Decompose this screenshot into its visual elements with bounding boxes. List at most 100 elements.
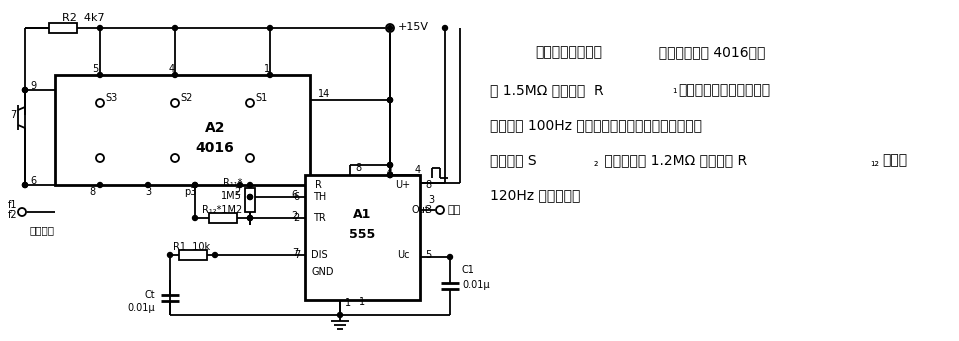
Text: ₂: ₂: [594, 158, 598, 168]
Circle shape: [246, 99, 254, 107]
Text: ，当控制输入线为高电平: ，当控制输入线为高电平: [678, 83, 770, 97]
Text: 1: 1: [359, 297, 365, 307]
Circle shape: [247, 194, 252, 199]
Circle shape: [171, 99, 179, 107]
Text: ₁: ₁: [672, 85, 676, 95]
Text: 3: 3: [428, 195, 434, 205]
Circle shape: [193, 216, 198, 221]
Circle shape: [171, 154, 179, 162]
Text: R₁₂*1M2: R₁₂*1M2: [202, 205, 242, 215]
Text: U+: U+: [395, 180, 410, 190]
Text: +15V: +15V: [398, 22, 429, 32]
Circle shape: [98, 182, 103, 188]
Circle shape: [96, 99, 104, 107]
Text: 8: 8: [425, 180, 432, 190]
Text: 7: 7: [293, 250, 300, 260]
Text: 1: 1: [345, 298, 351, 308]
Text: TR: TR: [313, 213, 326, 223]
Circle shape: [387, 173, 392, 178]
Text: A2: A2: [205, 121, 225, 135]
Text: 0.01μ: 0.01μ: [128, 303, 155, 313]
Text: 接通，选择 1.2MΩ 定时电阻 R: 接通，选择 1.2MΩ 定时电阻 R: [600, 153, 747, 167]
Text: 8: 8: [89, 187, 95, 197]
Circle shape: [168, 252, 173, 257]
Text: R2  4k7: R2 4k7: [62, 13, 105, 23]
Text: 4: 4: [415, 165, 421, 175]
Text: TH: TH: [313, 192, 326, 202]
Circle shape: [387, 26, 392, 30]
Circle shape: [22, 88, 28, 92]
Circle shape: [247, 194, 252, 199]
Text: 555: 555: [349, 228, 375, 241]
Circle shape: [193, 182, 198, 188]
Circle shape: [442, 26, 448, 30]
Circle shape: [22, 88, 28, 92]
Bar: [178, 250, 206, 260]
Circle shape: [213, 252, 218, 257]
Text: S2: S2: [180, 93, 193, 103]
Text: R1  10k: R1 10k: [174, 242, 211, 252]
Bar: [208, 213, 237, 223]
Text: 1: 1: [264, 64, 270, 74]
Text: 0.01μ: 0.01μ: [462, 280, 490, 290]
Circle shape: [268, 26, 272, 30]
Text: 8: 8: [355, 163, 362, 173]
Circle shape: [193, 182, 198, 188]
Circle shape: [246, 154, 254, 162]
Text: 5: 5: [92, 64, 98, 74]
Circle shape: [387, 163, 392, 167]
Text: 4: 4: [386, 167, 393, 177]
Circle shape: [247, 182, 252, 188]
Text: DIS: DIS: [311, 250, 328, 260]
Text: 6: 6: [30, 176, 36, 186]
Text: 1M5: 1M5: [222, 191, 242, 201]
Text: Out: Out: [412, 205, 430, 215]
Text: 2: 2: [292, 211, 298, 221]
Text: p3: p3: [184, 187, 197, 197]
Circle shape: [146, 182, 151, 188]
Text: 9: 9: [30, 81, 36, 91]
Bar: [55, 75, 310, 185]
Circle shape: [338, 312, 342, 317]
Circle shape: [448, 254, 453, 260]
Bar: [49, 23, 77, 33]
Text: 输出: 输出: [448, 205, 461, 215]
Text: Uc: Uc: [397, 250, 410, 260]
Circle shape: [22, 182, 28, 188]
Text: ₁₂: ₁₂: [870, 158, 879, 168]
Text: 3: 3: [425, 205, 432, 215]
Text: 3: 3: [145, 187, 152, 197]
Circle shape: [436, 206, 444, 214]
Text: ，输出: ，输出: [882, 153, 907, 167]
Bar: [245, 188, 255, 212]
Text: 7: 7: [10, 110, 16, 120]
Circle shape: [96, 154, 104, 162]
Circle shape: [238, 182, 243, 188]
Text: 120Hz 的负脉冲。: 120Hz 的负脉冲。: [490, 188, 580, 202]
Circle shape: [22, 182, 28, 188]
Circle shape: [247, 216, 252, 221]
Circle shape: [98, 73, 103, 77]
Text: S1: S1: [255, 93, 268, 103]
Text: 可编程多谐振荡器: 可编程多谐振荡器: [535, 45, 602, 59]
Text: GND: GND: [311, 267, 334, 277]
Text: 2: 2: [234, 187, 240, 197]
Text: 6: 6: [293, 192, 300, 202]
Text: 用 1.5MΩ 定时电阻  R: 用 1.5MΩ 定时电阻 R: [490, 83, 603, 97]
Text: 5: 5: [425, 250, 432, 260]
Circle shape: [387, 26, 392, 30]
Text: 4016: 4016: [196, 141, 234, 155]
Text: C1: C1: [462, 265, 475, 275]
Text: 时，开关 S: 时，开关 S: [490, 153, 537, 167]
Circle shape: [387, 163, 392, 167]
Text: f1: f1: [8, 200, 17, 210]
Circle shape: [387, 98, 392, 103]
Text: 利用模拟开关 4016，选: 利用模拟开关 4016，选: [650, 45, 765, 59]
Text: S3: S3: [105, 93, 117, 103]
Text: 6: 6: [292, 190, 298, 200]
Text: f2: f2: [8, 210, 17, 220]
Text: R₁₁*: R₁₁*: [222, 178, 242, 188]
Text: R: R: [315, 180, 322, 190]
Circle shape: [18, 208, 26, 216]
Text: 时，输出 100Hz 的负脉冲；当控制输入线为低电平: 时，输出 100Hz 的负脉冲；当控制输入线为低电平: [490, 118, 702, 132]
